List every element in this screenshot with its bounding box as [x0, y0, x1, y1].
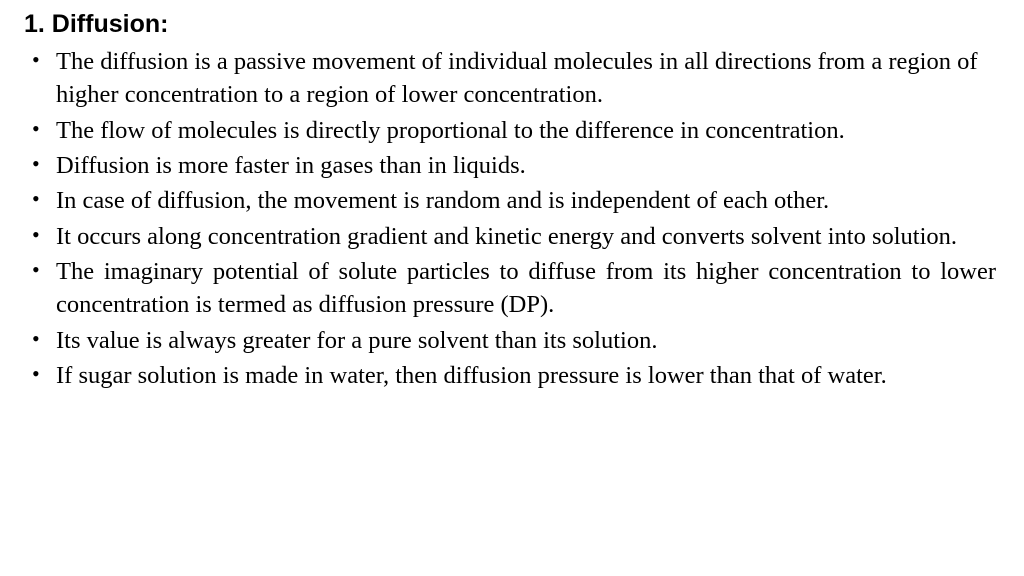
- bullet-list: The diffusion is a passive movement of i…: [18, 45, 996, 392]
- list-item: In case of diffusion, the movement is ra…: [18, 184, 996, 217]
- list-item: The imaginary potential of solute partic…: [18, 255, 996, 322]
- list-item: It occurs along concentration gradient a…: [18, 220, 996, 253]
- list-item: Diffusion is more faster in gases than i…: [18, 149, 996, 182]
- list-item: The diffusion is a passive movement of i…: [18, 45, 996, 112]
- section-heading: 1. Diffusion:: [18, 10, 996, 39]
- list-item: Its value is always greater for a pure s…: [18, 324, 996, 357]
- list-item: The flow of molecules is directly propor…: [18, 114, 996, 147]
- list-item: If sugar solution is made in water, then…: [18, 359, 996, 392]
